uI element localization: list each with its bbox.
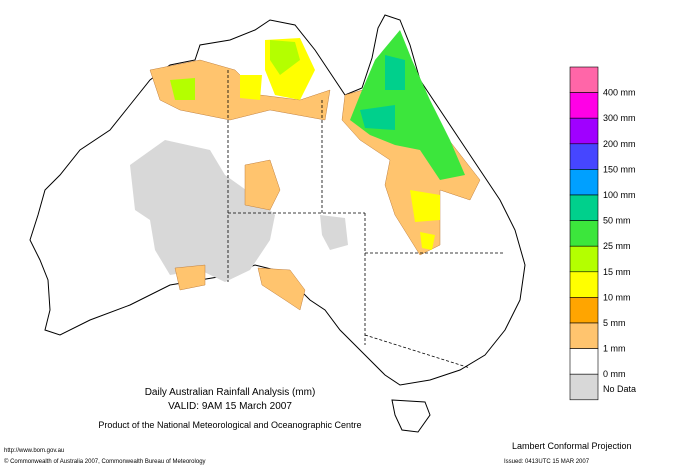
legend-label: 400 mm xyxy=(603,88,636,98)
legend-swatch xyxy=(569,143,599,170)
map-title: Daily Australian Rainfall Analysis (mm) xyxy=(145,387,316,398)
legend-swatch xyxy=(569,373,599,401)
legend-swatch xyxy=(569,322,599,349)
product-note: Product of the National Meteorological a… xyxy=(98,420,361,430)
legend-swatch xyxy=(569,117,599,145)
legend-label: 15 mm xyxy=(603,267,631,277)
legend-label: 25 mm xyxy=(603,241,631,251)
projection: Lambert Conformal Projection xyxy=(512,441,632,451)
legend-label: 5 mm xyxy=(603,318,626,328)
legend-label: 50 mm xyxy=(603,216,631,226)
tasmania xyxy=(391,399,431,433)
legend-label: 10 mm xyxy=(603,292,631,302)
no-data-area xyxy=(130,140,275,282)
legend-swatch xyxy=(569,92,599,119)
legend-label: 1 mm xyxy=(603,344,626,354)
legend-label: No Data xyxy=(603,384,636,394)
valid-date: VALID: 9AM 15 March 2007 xyxy=(168,401,292,412)
legend-label: 300 mm xyxy=(603,113,636,123)
legend-swatch xyxy=(569,220,599,247)
legend-swatch xyxy=(569,66,599,93)
state-borders xyxy=(227,70,505,369)
copyright: © Commonwealth of Australia 2007, Common… xyxy=(4,458,206,465)
legend-swatch xyxy=(569,194,599,221)
no-data-area xyxy=(320,215,348,250)
legend-label: 100 mm xyxy=(603,190,636,200)
legend-swatch xyxy=(569,245,599,273)
issued: Issued: 0413UTC 15 MAR 2007 xyxy=(504,459,590,465)
legend: 400 mm 300 mm 200 mm 150 mm 100 mm 50 mm 25 mm… xyxy=(569,66,636,401)
legend-swatch xyxy=(569,169,599,196)
legend-label: 150 mm xyxy=(603,164,636,174)
url: http://www.bom.gov.au xyxy=(4,448,64,454)
legend-swatch xyxy=(569,271,599,298)
legend-label: 0 mm xyxy=(603,369,626,379)
legend-swatch xyxy=(569,348,599,375)
legend-label: 200 mm xyxy=(603,139,636,149)
legend-swatch xyxy=(569,297,599,324)
rain-heavy xyxy=(170,30,465,250)
